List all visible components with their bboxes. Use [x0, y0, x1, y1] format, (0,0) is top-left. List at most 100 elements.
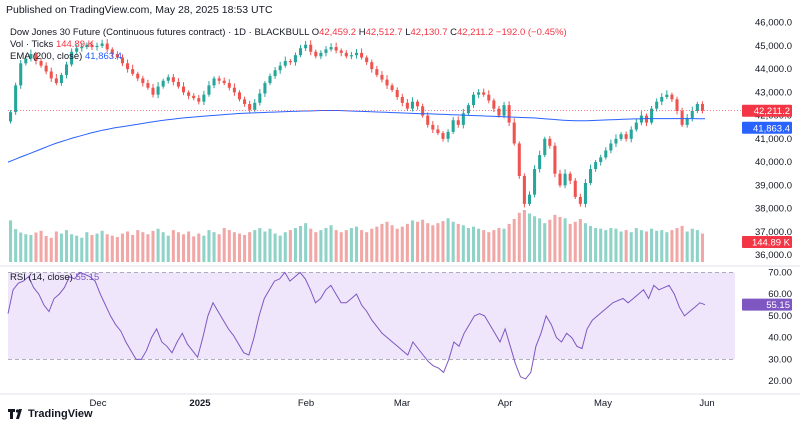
- candle-body: [202, 94, 206, 102]
- price-tick-label: 41,000.0: [755, 134, 792, 145]
- volume-bar: [492, 230, 496, 262]
- candle-body: [685, 117, 689, 125]
- candle-body: [131, 69, 135, 74]
- volume-bar: [660, 230, 664, 262]
- candle-body: [115, 54, 119, 58]
- candle-body: [227, 83, 231, 88]
- candle-body: [258, 93, 262, 103]
- time-tick-label: Dec: [90, 398, 107, 409]
- candle-body: [222, 80, 226, 84]
- candle-body: [675, 99, 679, 111]
- candle-body: [237, 92, 242, 100]
- candle-body: [563, 173, 567, 186]
- candle-body: [349, 55, 353, 57]
- volume-bar: [339, 232, 343, 262]
- candle-body: [309, 44, 313, 52]
- price-tick-label: 45,000.0: [755, 41, 792, 52]
- volume-bar: [141, 232, 145, 262]
- candle-body: [426, 115, 430, 125]
- volume-bar: [354, 226, 359, 262]
- volume-bar: [665, 232, 669, 262]
- candle-body: [75, 48, 79, 52]
- volume-bar: [604, 230, 608, 262]
- candle-body: [90, 44, 94, 48]
- candle-body: [410, 101, 414, 109]
- time-tick-label: Apr: [498, 398, 513, 409]
- volume-bar: [431, 225, 435, 262]
- rsi-tick-label: 20.00: [768, 376, 792, 387]
- candle-body: [624, 134, 628, 139]
- volume-bar: [24, 234, 28, 262]
- candle-body: [507, 105, 511, 123]
- volume-bar: [151, 230, 155, 262]
- volume-bar: [456, 223, 460, 262]
- candle-body: [629, 129, 633, 139]
- candle-body: [380, 74, 384, 80]
- volume-bar: [19, 232, 23, 262]
- volume-bar: [675, 228, 679, 262]
- volume-bar: [100, 230, 104, 262]
- candle-body: [594, 162, 598, 170]
- volume-bar: [614, 228, 618, 262]
- candle-body: [120, 57, 124, 64]
- candle-body: [334, 47, 338, 51]
- volume-bar: [426, 223, 430, 262]
- legend-main: Dow Jones 30 Future (Continuous futures …: [10, 27, 567, 38]
- last-price-badge: 42,211.2: [754, 106, 790, 117]
- candle-body: [365, 57, 369, 63]
- candle-body: [243, 99, 247, 104]
- volume-bar: [253, 230, 257, 262]
- candle-body: [324, 49, 328, 53]
- candle-body: [39, 60, 43, 66]
- candle-body: [166, 77, 170, 81]
- volume-bar: [680, 225, 684, 262]
- candle-body: [176, 81, 180, 87]
- candle-body: [288, 60, 292, 63]
- volume-bar: [44, 236, 48, 262]
- candle-body: [304, 44, 308, 49]
- volume-bar: [553, 214, 557, 262]
- legend-ema-value: 41,863.4: [84, 51, 122, 62]
- volume-bar: [568, 223, 572, 262]
- candle-body: [141, 78, 145, 84]
- candle-body: [466, 105, 470, 114]
- volume-bar: [176, 232, 180, 262]
- volume-bar: [695, 230, 699, 262]
- volume-bar: [573, 221, 577, 262]
- tradingview-brand[interactable]: TradingView: [8, 408, 93, 420]
- volume-bar: [309, 228, 313, 262]
- candle-body: [187, 92, 191, 96]
- volume-bar: [243, 234, 247, 262]
- candle-body: [416, 101, 420, 107]
- candle-body: [599, 157, 603, 163]
- volume-bar: [324, 228, 328, 262]
- candle-body: [54, 78, 58, 84]
- volume-bar: [390, 225, 394, 262]
- candle-body: [573, 180, 577, 197]
- candle-body: [695, 103, 699, 111]
- volume-bars: [9, 210, 704, 262]
- volume-bar: [258, 228, 262, 262]
- volume-bar: [446, 218, 450, 262]
- volume-bar: [650, 228, 654, 262]
- volume-bar: [477, 228, 481, 262]
- legend-volume: Vol · Ticks 144.89 K: [10, 39, 94, 50]
- volume-bar: [349, 228, 353, 262]
- candle-body: [146, 83, 150, 88]
- rsi-band: [8, 272, 735, 360]
- volume-bar: [115, 237, 119, 262]
- volume-bar: [461, 225, 465, 262]
- candle-body: [568, 173, 572, 181]
- volume-bar: [202, 235, 206, 262]
- volume-bar: [181, 234, 186, 262]
- candle-body: [136, 73, 140, 79]
- volume-bar: [131, 234, 135, 262]
- price-tick-label: 40,000.0: [755, 157, 792, 168]
- legend-close: 42,211.2: [457, 27, 494, 38]
- candle-body: [665, 94, 669, 98]
- candle-body: [451, 120, 455, 132]
- legend-rsi-value: 55.15: [75, 272, 100, 283]
- volume-bar: [538, 218, 542, 262]
- volume-bar: [512, 219, 516, 262]
